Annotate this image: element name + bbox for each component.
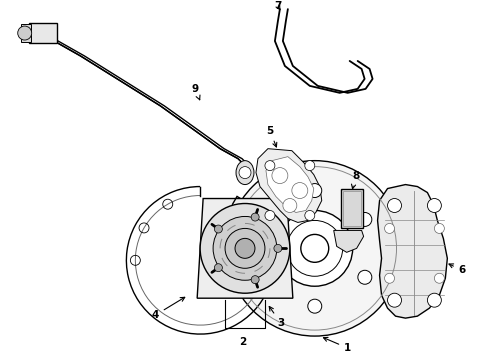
Circle shape bbox=[235, 238, 254, 258]
Circle shape bbox=[18, 26, 32, 40]
Circle shape bbox=[214, 264, 222, 272]
Circle shape bbox=[271, 168, 287, 184]
Text: 8: 8 bbox=[351, 171, 359, 189]
Circle shape bbox=[307, 299, 321, 313]
Bar bbox=[29, 23, 57, 43]
Text: 1: 1 bbox=[323, 337, 350, 353]
Polygon shape bbox=[265, 157, 313, 212]
Circle shape bbox=[433, 273, 444, 283]
Circle shape bbox=[357, 270, 371, 284]
Bar bbox=[342, 190, 360, 226]
Circle shape bbox=[257, 270, 271, 284]
Circle shape bbox=[384, 224, 394, 233]
Text: 2: 2 bbox=[239, 337, 246, 347]
Circle shape bbox=[224, 229, 264, 268]
Circle shape bbox=[433, 224, 444, 233]
Circle shape bbox=[213, 216, 276, 280]
Circle shape bbox=[214, 225, 222, 233]
Circle shape bbox=[257, 212, 271, 226]
Bar bbox=[20, 24, 31, 32]
Circle shape bbox=[304, 211, 314, 220]
Text: 3: 3 bbox=[269, 306, 284, 328]
Circle shape bbox=[427, 293, 441, 307]
Circle shape bbox=[304, 161, 314, 171]
Text: 5: 5 bbox=[266, 126, 276, 147]
Ellipse shape bbox=[236, 161, 253, 185]
Circle shape bbox=[300, 234, 328, 262]
Circle shape bbox=[291, 183, 307, 198]
Text: 4: 4 bbox=[151, 297, 184, 320]
Polygon shape bbox=[333, 230, 363, 252]
Circle shape bbox=[264, 211, 274, 220]
Circle shape bbox=[251, 276, 259, 284]
Bar bbox=[340, 189, 362, 229]
Circle shape bbox=[264, 161, 274, 171]
Text: 7: 7 bbox=[274, 1, 281, 11]
Circle shape bbox=[384, 273, 394, 283]
Circle shape bbox=[357, 212, 371, 226]
Circle shape bbox=[276, 211, 352, 286]
Circle shape bbox=[307, 184, 321, 198]
Circle shape bbox=[239, 167, 250, 179]
Text: 6: 6 bbox=[448, 264, 465, 275]
Bar bbox=[20, 34, 31, 42]
Polygon shape bbox=[377, 185, 447, 318]
Circle shape bbox=[282, 198, 296, 212]
Circle shape bbox=[200, 203, 289, 293]
Circle shape bbox=[226, 161, 402, 336]
Text: 9: 9 bbox=[191, 84, 200, 100]
Circle shape bbox=[427, 198, 441, 212]
Polygon shape bbox=[197, 198, 292, 298]
Circle shape bbox=[387, 293, 401, 307]
Circle shape bbox=[273, 244, 281, 252]
Circle shape bbox=[251, 213, 259, 221]
Polygon shape bbox=[255, 149, 321, 222]
Circle shape bbox=[387, 198, 401, 212]
